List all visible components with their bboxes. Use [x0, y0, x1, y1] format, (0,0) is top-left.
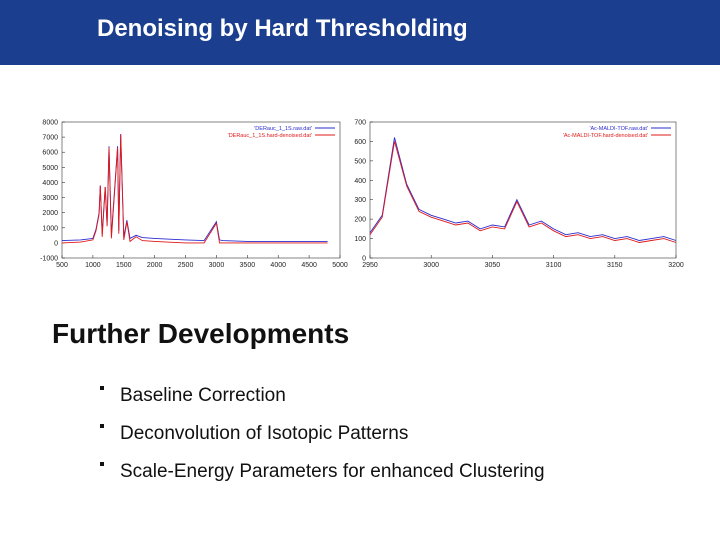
y-tick-label: 400 — [354, 178, 366, 185]
y-tick-label: 700 — [354, 120, 366, 127]
legend-label: 'DERauc_1_1S.raw.dat' — [254, 126, 312, 132]
x-tick-label: 3050 — [485, 262, 501, 269]
plot-frame — [61, 121, 341, 259]
x-tick-label: 2500 — [178, 262, 194, 269]
y-tick-label: -1000 — [40, 256, 58, 263]
bullet-text: Baseline Correction — [120, 385, 286, 406]
bullet — [100, 386, 104, 390]
x-tick-label: 3000 — [423, 262, 439, 269]
plot-frame — [369, 121, 677, 259]
x-tick-label: 2000 — [147, 262, 163, 269]
x-tick-label: 1500 — [116, 262, 132, 269]
y-tick-label: 2000 — [42, 210, 58, 217]
y-tick-label: 1000 — [42, 225, 58, 232]
legend-label: 'DERauc_1_1S.hard-denoised.dat' — [228, 133, 312, 139]
section-title: Further Developments — [52, 318, 350, 349]
charts: -100001000200030004000500060007000800050… — [40, 120, 684, 270]
y-tick-label: 600 — [354, 139, 366, 146]
data-line — [369, 141, 677, 243]
y-tick-label: 200 — [354, 217, 366, 224]
x-tick-label: 3500 — [240, 262, 256, 269]
x-tick-label: 500 — [56, 262, 68, 269]
y-tick-label: 8000 — [42, 120, 58, 127]
y-tick-label: 5000 — [42, 165, 58, 172]
x-tick-label: 4500 — [301, 262, 317, 269]
data-line — [61, 134, 328, 244]
legend-label: 'Ac-MALDI-TOF.raw.dat' — [589, 126, 648, 132]
y-tick-label: 4000 — [42, 180, 58, 187]
legend-label: 'Ac-MALDI-TOF.hard-denoised.dat' — [563, 133, 648, 139]
x-tick-label: 5000 — [332, 262, 348, 269]
x-tick-label: 2950 — [362, 262, 378, 269]
y-tick-label: 300 — [354, 197, 366, 204]
y-tick-label: 6000 — [42, 150, 58, 157]
y-tick-label: 0 — [362, 256, 366, 263]
data-line — [369, 137, 677, 241]
bullet-text: Scale-Energy Parameters for enhanced Clu… — [120, 461, 545, 482]
y-tick-label: 500 — [354, 158, 366, 165]
header: Denoising by Hard Thresholding — [0, 0, 720, 65]
title: Denoising by Hard Thresholding — [97, 15, 468, 42]
x-tick-label: 3150 — [607, 262, 623, 269]
y-tick-label: 100 — [354, 236, 366, 243]
bullet-text: Deconvolution of Isotopic Patterns — [120, 423, 409, 444]
bullet — [100, 462, 104, 466]
x-tick-label: 3100 — [546, 262, 562, 269]
y-tick-label: 7000 — [42, 135, 58, 142]
y-tick-label: 0 — [54, 240, 58, 247]
y-tick-label: 3000 — [42, 195, 58, 202]
bullet — [100, 424, 104, 428]
x-tick-label: 3200 — [668, 262, 684, 269]
x-tick-label: 1000 — [85, 262, 101, 269]
x-tick-label: 4000 — [270, 262, 286, 269]
x-tick-label: 3000 — [209, 262, 225, 269]
